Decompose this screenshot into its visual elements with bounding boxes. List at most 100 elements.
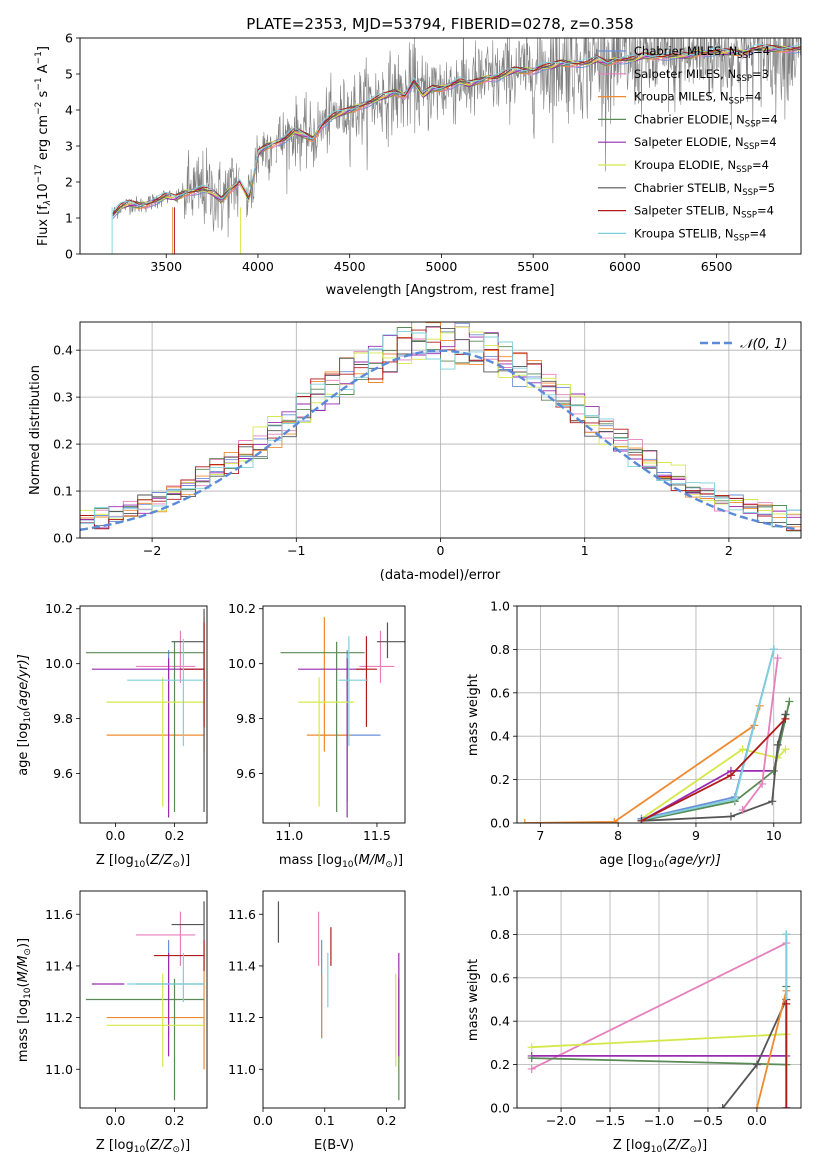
y-axis-label: Normed distribution	[28, 365, 43, 495]
x-tick-label: −1.5	[595, 1113, 625, 1128]
y-tick-label: 11.2	[228, 1010, 256, 1025]
y-tick-label: 9.6	[236, 766, 256, 781]
y-tick-label: 0.4	[53, 343, 73, 358]
x-tick-label: −2.0	[546, 1113, 576, 1128]
plot-area-mass-vs-EBV	[277, 901, 400, 1101]
y-axis-label: Flux [fλ10−17 erg cm−2 s−1 A−1]	[34, 46, 53, 246]
axes-residuals: −2 −1 0 1 2 0.0 0.1 0.2 0.3 0.4 𝒩(0, 1) (data-model…	[28, 321, 802, 583]
x-tick-label: 0.2	[165, 1113, 185, 1128]
axes-mass-weight-vs-age: 7 8 9 10 0.0 0.2 0.4 0.6 0.8 1.0 age [log10(age/yr…	[466, 599, 802, 870]
y-tick-label: 0	[65, 247, 73, 262]
mass-weight-marker	[527, 1064, 536, 1073]
x-tick-label: 0.0	[105, 828, 125, 843]
x-tick-label: 4000	[242, 259, 274, 274]
y-tick-label: 11.4	[45, 958, 73, 973]
x-tick-label: 3500	[150, 259, 182, 274]
y-tick-label: 4	[65, 103, 73, 118]
legend-entry: Chabrier MILES, NSSP=4	[634, 44, 770, 61]
axes-mass-weight-vs-Z: −2.0 −1.5 −1.0 −0.5 0.0 0.0 0.2 0.4 0.6 0.8 1.0 Z […	[466, 884, 802, 1155]
mass-weight-marker	[730, 795, 739, 804]
y-tick-label: 0.2	[53, 437, 73, 452]
y-tick-label: 11.0	[45, 1062, 73, 1077]
axes-frame	[79, 37, 802, 255]
axes-mass-vs-EBV: 0.0 0.1 0.2 11.0 11.2 11.4 11.6 E(B-V)	[228, 890, 406, 1153]
x-tick-label: 10	[766, 828, 782, 843]
mass-weight-marker	[769, 645, 778, 654]
y-tick-label: 0.2	[490, 1057, 510, 1072]
mass-weight-marker	[726, 812, 735, 821]
x-tick-label: 0.0	[105, 1113, 125, 1128]
y-tick-label: 1.0	[490, 884, 510, 899]
mass-weight-marker	[752, 1104, 761, 1108]
axes-age-vs-mass: 11.0 11.5 9.6 9.8 10.0 10.2 mass [log10(M/M⊙)]	[228, 601, 406, 870]
x-tick-label: 0.1	[315, 1113, 335, 1128]
x-tick-label: 1	[581, 543, 589, 558]
x-tick-label: −0.5	[693, 1113, 723, 1128]
plot-area-residuals	[80, 322, 801, 533]
axes-frame	[262, 605, 406, 824]
x-tick-label: 5500	[517, 259, 549, 274]
y-tick-label: 11.4	[228, 958, 256, 973]
mass-weight-marker	[527, 1054, 536, 1063]
mass-weight-marker	[758, 779, 767, 788]
mass-weight-marker	[782, 1104, 791, 1108]
mass-weight-marker	[781, 745, 790, 754]
y-tick-label: 3	[65, 139, 73, 154]
y-tick-label: 10.2	[45, 601, 73, 616]
x-axis-label: Z [log10(Z/Z⊙)]	[96, 1138, 190, 1155]
x-tick-label: 4500	[334, 259, 366, 274]
spectrum-model-line	[112, 44, 801, 212]
y-tick-label: 11.2	[45, 1010, 73, 1025]
y-tick-label: 0.8	[490, 927, 510, 942]
legend-entry: Kroupa ELODIE, NSSP=4	[634, 158, 769, 175]
y-tick-label: 0.0	[490, 816, 510, 831]
mass-weight-line	[756, 990, 788, 1108]
x-tick-label: 0.0	[747, 1113, 767, 1128]
mass-weight-line	[531, 942, 787, 1070]
x-axis-label: (data-model)/error	[380, 568, 501, 583]
mass-weight-marker	[785, 697, 794, 706]
y-tick-label: 0.8	[490, 642, 510, 657]
y-tick-label: 0.4	[490, 729, 510, 744]
x-tick-label: 11.0	[275, 828, 303, 843]
mass-weight-line	[641, 701, 791, 822]
y-axis-label: mass weight	[466, 674, 481, 756]
histogram-step	[80, 331, 801, 528]
x-tick-label: 2	[725, 543, 733, 558]
mass-weight-marker	[773, 740, 782, 749]
y-tick-label: 1.0	[490, 599, 510, 614]
axes-frame	[516, 890, 802, 1109]
axes-frame	[79, 321, 802, 539]
plot-area-spectrum	[111, 38, 801, 254]
mass-weight-marker	[738, 745, 747, 754]
x-axis-label: wavelength [Angstrom, rest frame]	[326, 283, 555, 298]
axes-frame	[79, 890, 208, 1109]
legend-entry: Salpeter STELIB, NSSP=4	[634, 204, 774, 221]
mass-weight-marker	[726, 771, 735, 780]
x-tick-label: 8	[614, 828, 622, 843]
x-tick-label: −1	[287, 543, 305, 558]
axes-age-vs-Z: 0.0 0.2 9.6 9.8 10.0 10.2 Z [log10(Z/Z⊙)] age […	[16, 601, 208, 870]
mass-weight-marker	[718, 1104, 727, 1108]
axes-frame	[516, 605, 802, 824]
histogram-step	[80, 325, 801, 527]
mass-weight-marker	[527, 1043, 536, 1052]
y-axis-label: mass [log10(M/M⊙)]	[16, 938, 33, 1062]
y-tick-label: 0.2	[490, 772, 510, 787]
x-tick-label: 0.2	[377, 1113, 397, 1128]
x-axis-label: Z [log10(Z/Z⊙)]	[613, 1138, 707, 1155]
y-tick-label: 0.1	[53, 484, 73, 499]
mass-weight-marker	[768, 797, 777, 806]
spectrum-model-line	[112, 46, 801, 214]
mass-weight-marker	[782, 930, 791, 939]
mass-weight-marker	[610, 817, 619, 823]
plot-area-mass-weight-vs-age	[520, 645, 794, 823]
x-axis-label: Z [log10(Z/Z⊙)]	[96, 853, 190, 870]
figure-title: PLATE=2353, MJD=53794, FIBERID=0278, z=0…	[246, 15, 633, 33]
y-tick-label: 5	[65, 67, 73, 82]
y-tick-label: 0.0	[490, 1101, 510, 1116]
y-tick-label: 10.0	[228, 656, 256, 671]
spectrum-model-line	[112, 45, 801, 216]
y-tick-label: 0.6	[490, 970, 510, 985]
